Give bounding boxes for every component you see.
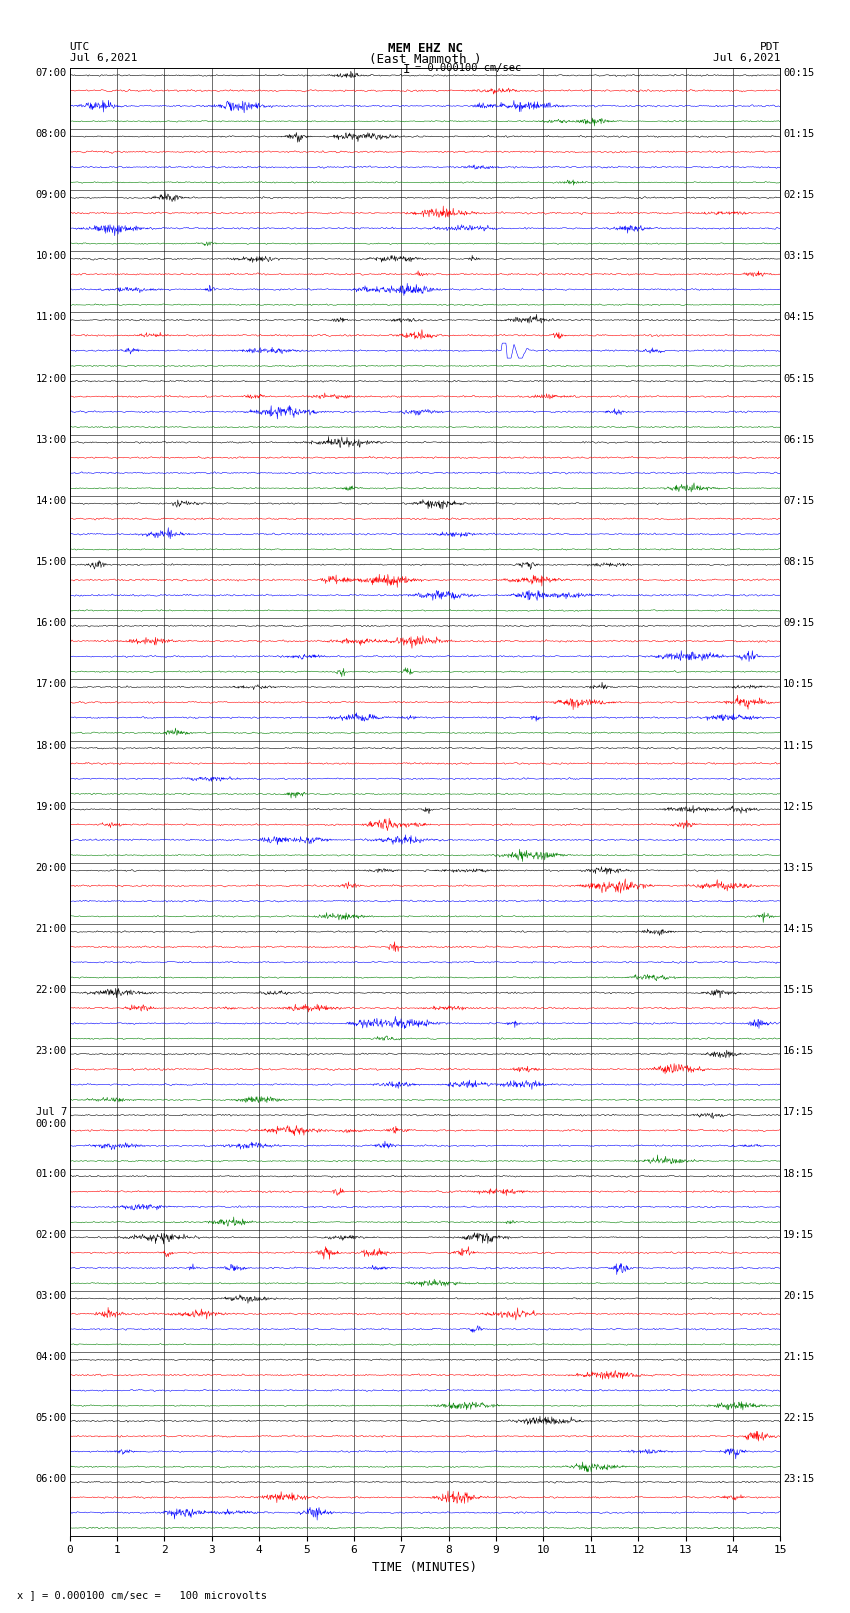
Text: Jul 6,2021: Jul 6,2021 xyxy=(70,53,137,63)
Text: PDT: PDT xyxy=(760,42,780,52)
Text: (East Mammoth ): (East Mammoth ) xyxy=(369,53,481,66)
Text: UTC: UTC xyxy=(70,42,90,52)
Text: x ] = 0.000100 cm/sec =   100 microvolts: x ] = 0.000100 cm/sec = 100 microvolts xyxy=(17,1590,267,1600)
Text: I: I xyxy=(403,63,410,76)
Text: = 0.000100 cm/sec: = 0.000100 cm/sec xyxy=(415,63,521,73)
X-axis label: TIME (MINUTES): TIME (MINUTES) xyxy=(372,1561,478,1574)
Text: MEM EHZ NC: MEM EHZ NC xyxy=(388,42,462,55)
Text: Jul 6,2021: Jul 6,2021 xyxy=(713,53,780,63)
